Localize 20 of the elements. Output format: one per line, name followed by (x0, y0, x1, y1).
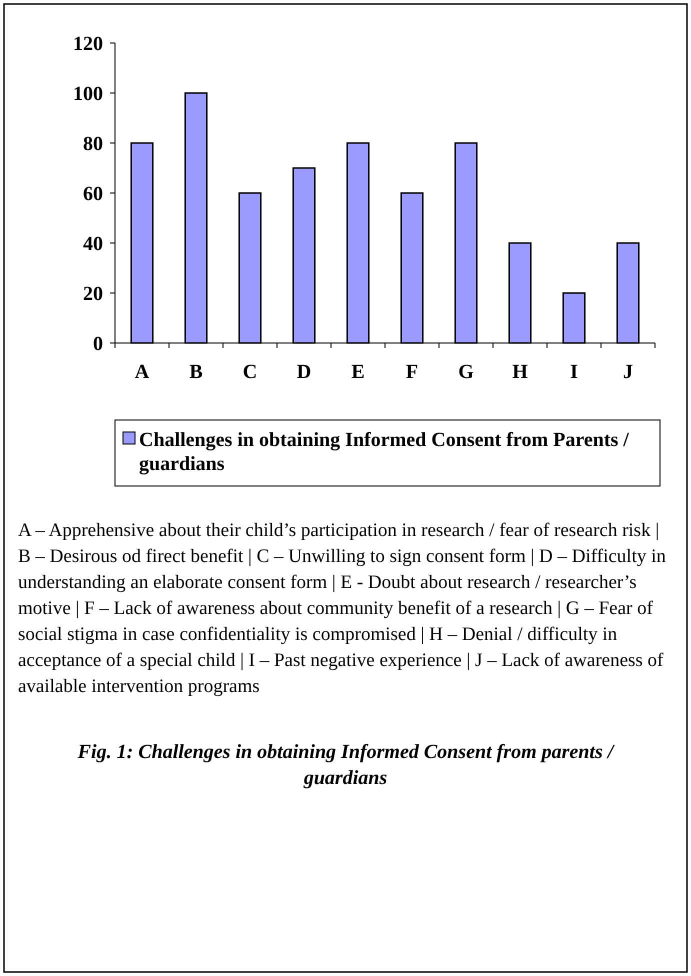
x-tick-label: I (570, 361, 578, 383)
y-tick-label: 80 (83, 133, 103, 155)
text: A – Apprehensive about their child’s participation in research / fear of research risk | B – Desirous od firect benefit | C – Unwilling to sign consent form | D – Difficulty in understanding an elaborate consent form | E - Doubt about research / researcher’s motive | F – Lack of awareness about community benefit of a research | G – Fear of social stigma in case confidentiality is compromised | H – Denial / difficulty in acceptance of a special child | I – Past negative experience | J – Lack of awareness of available intervention programs (18, 520, 666, 697)
y-tick-label: 100 (73, 83, 103, 105)
x-tick-label: C (242, 361, 258, 383)
x-tick-label: B (189, 361, 203, 383)
x-tick-label: G (458, 361, 474, 383)
x-tick-label: F (406, 361, 418, 383)
x-tick-label: A (134, 361, 150, 383)
y-tick-label: 40 (83, 233, 103, 255)
y-tick-label: 0 (93, 333, 103, 355)
y-tick-label: 20 (83, 283, 103, 305)
caption: Fig. 1: Challenges in obtaining Informed Consent from parents / guardians (76, 741, 616, 789)
legend-label: Challenges in obtaining Informed Consent from Parents / guardians (139, 429, 634, 475)
y-tick-label: 60 (83, 183, 103, 205)
x-tick-label: H (512, 361, 528, 383)
x-tick-label: E (351, 361, 365, 383)
y-tick-label: 120 (73, 33, 103, 55)
x-tick-label: J (623, 361, 633, 383)
x-tick-label: D (296, 361, 312, 383)
